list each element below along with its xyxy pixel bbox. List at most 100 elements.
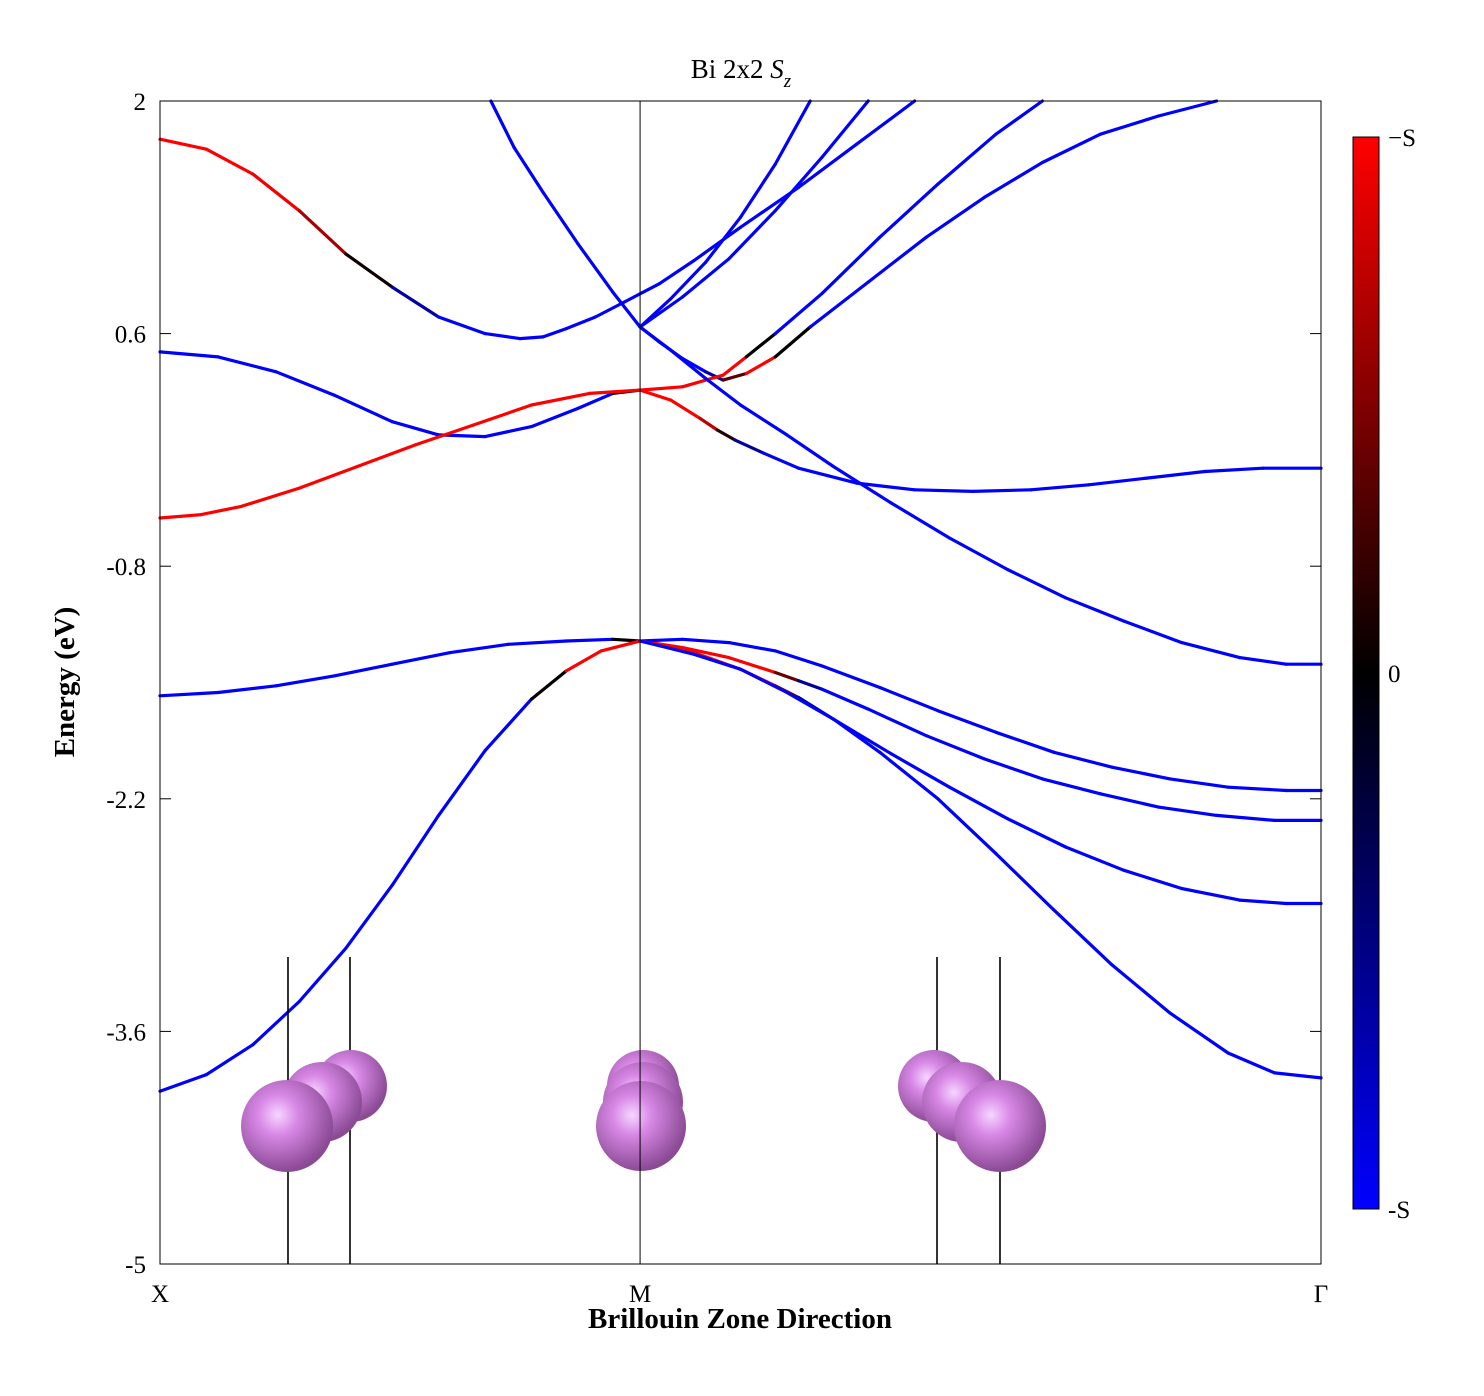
band-11-segment	[483, 697, 534, 753]
band-14-segment	[1168, 1011, 1230, 1055]
band-4-segment	[866, 235, 928, 284]
band-5-segment	[936, 132, 998, 186]
band-13-segment	[638, 637, 685, 643]
y-tick-label: 2	[134, 89, 147, 116]
band-13-segment	[820, 664, 882, 690]
band-9-segment	[947, 536, 1010, 572]
band-15-segment	[638, 639, 696, 656]
band-12-segment	[1214, 813, 1277, 823]
band-9-segment	[1238, 655, 1288, 666]
y-axis-ticks: 2 0.6 -0.8 -2.2 -3.6 -5	[106, 89, 1321, 1279]
band-4-segment	[721, 371, 748, 382]
band-15-segment	[785, 690, 836, 721]
band-11-segment	[529, 669, 568, 701]
band-13-segment	[994, 730, 1056, 754]
colorbar: −S 0 -S	[1352, 125, 1416, 1224]
band-8-segment	[611, 290, 642, 329]
band-0-segment	[251, 172, 301, 213]
band-3-segment	[912, 488, 975, 493]
band-7-segment	[704, 215, 743, 264]
band-5-segment	[744, 332, 777, 359]
band-14-segment	[878, 750, 940, 801]
band-11-segment	[437, 748, 487, 818]
band-14-segment	[936, 797, 998, 856]
band-15-segment	[1063, 845, 1126, 872]
band-9-segment	[889, 501, 952, 540]
band-8-segment	[489, 99, 516, 150]
chart-title: Bi 2x2 Sz	[691, 54, 792, 92]
band-lines	[158, 99, 1323, 1093]
band-2-segment	[297, 464, 359, 490]
band-11-segment	[251, 999, 301, 1047]
band-3-segment	[971, 488, 1033, 493]
band-13-segment	[680, 637, 731, 645]
band-0-segment	[518, 335, 545, 341]
band-9-segment	[738, 403, 789, 437]
band-3-segment	[698, 416, 719, 432]
band-4-segment	[773, 325, 812, 359]
band-2-segment	[158, 513, 203, 520]
band-12-segment	[727, 655, 777, 675]
band-2-segment	[355, 443, 417, 469]
colorbar-bottom-label: -S	[1388, 1197, 1410, 1224]
band-13-segment	[878, 685, 940, 713]
band-5-segment	[994, 99, 1045, 136]
band-12-segment	[982, 757, 1045, 781]
band-6-segment	[680, 257, 731, 299]
band-10-segment	[564, 637, 615, 643]
band-5-segment	[638, 385, 685, 392]
band-3-segment	[796, 466, 859, 485]
band-2-segment	[413, 423, 476, 447]
band-0-segment	[622, 282, 661, 304]
band-12-segment	[680, 645, 731, 660]
band-9-segment	[1063, 596, 1126, 623]
band-15-segment	[889, 752, 952, 789]
band-1-segment	[529, 406, 580, 429]
band-4-segment	[1040, 132, 1103, 165]
band-11-segment	[204, 1043, 255, 1077]
band-14-segment	[1272, 1071, 1323, 1080]
y-axis-title: Energy (eV)	[49, 607, 81, 758]
band-3-segment	[1029, 483, 1091, 492]
band-10-segment	[332, 662, 394, 678]
band-3-segment	[715, 428, 737, 442]
band-13-segment	[936, 709, 998, 734]
band-6-segment	[773, 155, 824, 213]
band-4-segment	[924, 195, 986, 239]
y-tick-label: -0.8	[106, 554, 146, 581]
band-4-segment	[680, 356, 708, 374]
band-9-segment	[1005, 567, 1068, 600]
atom-sphere	[596, 1081, 686, 1171]
band-4-segment	[1098, 114, 1161, 136]
band-12-segment	[924, 734, 986, 761]
y-tick-label: 0.6	[115, 322, 146, 349]
band-10-segment	[506, 639, 568, 646]
band-2-segment	[471, 403, 534, 427]
band-11-segment	[390, 813, 441, 887]
band-0-segment	[564, 315, 598, 331]
band-8-segment	[512, 145, 545, 194]
band-2-segment	[199, 504, 243, 517]
band-13-segment	[1226, 785, 1288, 793]
colorbar-gradient	[1352, 136, 1380, 1210]
band-0-segment	[593, 300, 627, 319]
x-tick-label: Γ	[1314, 1281, 1328, 1308]
band-5-segment	[878, 182, 940, 239]
band-3-segment	[1087, 476, 1149, 487]
band-0-segment	[297, 209, 348, 256]
y-tick-label: -3.6	[106, 1019, 146, 1046]
band-8-segment	[541, 190, 580, 246]
band-10-segment	[158, 690, 220, 698]
band-12-segment	[773, 670, 801, 683]
band-3-segment	[669, 398, 702, 420]
band-13-segment	[1110, 765, 1172, 781]
band-7-segment	[773, 99, 812, 166]
band-6-segment	[820, 99, 870, 160]
band-1-segment	[274, 370, 336, 397]
band-15-segment	[1180, 886, 1242, 902]
band-0-segment	[437, 315, 487, 336]
band-15-segment	[738, 667, 789, 695]
band-4-segment	[744, 355, 777, 376]
band-12-segment	[866, 707, 928, 738]
